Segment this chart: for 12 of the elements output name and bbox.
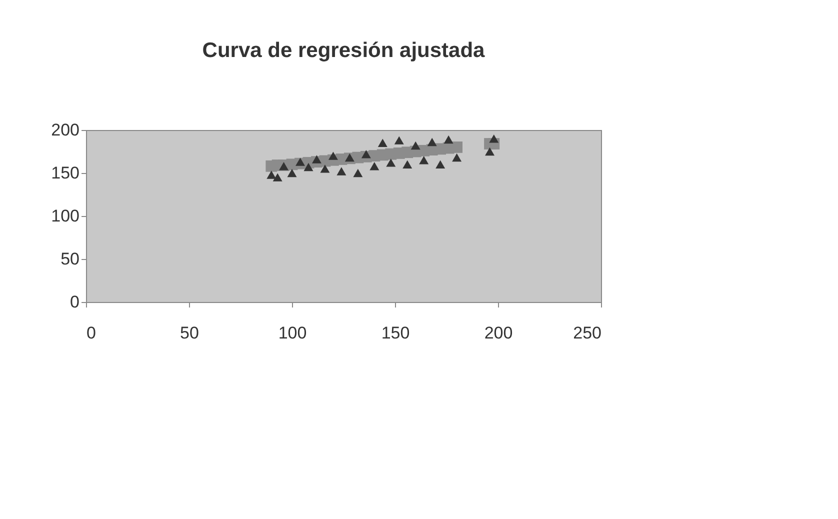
y-tick-label: 0 bbox=[70, 292, 80, 312]
y-tick-label: 50 bbox=[60, 250, 80, 268]
x-tick-label: 200 bbox=[484, 324, 513, 342]
chart-title: Curva de regresión ajustada bbox=[202, 39, 486, 62]
x-tick-label: 250 bbox=[573, 324, 602, 342]
x-tick-label: 100 bbox=[278, 324, 307, 342]
y-tick-label: 100 bbox=[51, 206, 80, 226]
x-tick-label: 150 bbox=[381, 324, 410, 342]
x-tick-label: 50 bbox=[180, 324, 199, 342]
y-tick-label: 150 bbox=[51, 164, 80, 182]
x-tick-label: 0 bbox=[86, 324, 96, 342]
y-tick-label: 200 bbox=[51, 120, 80, 140]
